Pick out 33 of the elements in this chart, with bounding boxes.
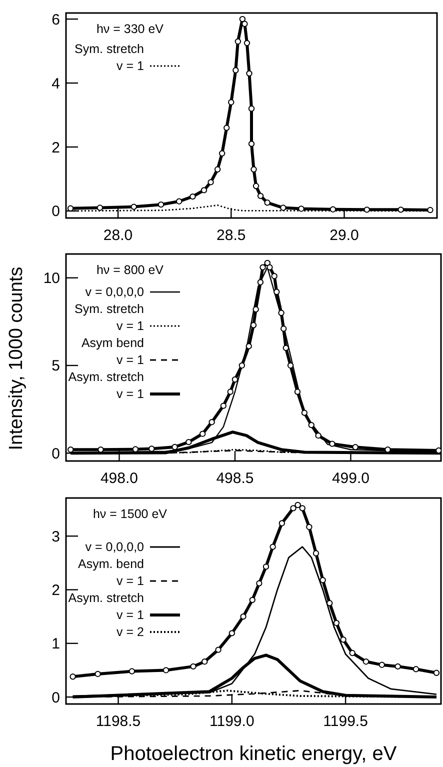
y-tick-label: 3 — [52, 528, 60, 546]
y-tick-label: 0 — [52, 689, 60, 706]
legend-label: v = 2 — [116, 625, 144, 639]
y-tick-label: 1 — [52, 636, 60, 653]
y-tick-label: 10 — [43, 270, 60, 288]
x-tick-label: 28.5 — [216, 227, 246, 244]
x-tick-label: 498.5 — [216, 470, 254, 487]
x-axis-title: Photoelectron kinetic energy, eV — [110, 743, 398, 765]
x-tick-label: 1199.0 — [210, 713, 254, 730]
y-tick-label: 5 — [52, 358, 60, 375]
annotation: hν = 800 eV — [96, 263, 164, 277]
x-tick-label: 499.0 — [332, 470, 370, 487]
legend-label: Asym bend v = 1 — [81, 336, 144, 367]
x-tick-label: 29.0 — [330, 227, 359, 244]
legend-label: Asym. bend v = 1 — [78, 557, 144, 588]
legend-label: v = 0,0,0,0 — [85, 540, 144, 554]
y-tick-label: 6 — [52, 11, 60, 28]
x-tick-label: 1198.5 — [96, 713, 141, 730]
annotation: hν = 330 eV — [96, 22, 164, 36]
x-tick-label: 28.0 — [103, 227, 133, 244]
legend-label: Sym. stretch v = 1 — [74, 302, 144, 333]
annotation: hν = 1500 eV — [92, 507, 168, 521]
y-tick-label: 2 — [52, 582, 60, 599]
x-tick-label: 498.0 — [100, 470, 138, 487]
legend-label: Sym. stretch v = 1 — [74, 42, 144, 73]
y-tick-label: 0 — [52, 445, 60, 462]
y-axis-title: Intensity, 1000 counts — [6, 266, 27, 450]
y-tick-label: 4 — [52, 75, 60, 92]
y-tick-label: 2 — [52, 139, 60, 156]
legend-label: Asym. stretch v = 1 — [68, 370, 144, 401]
legend-label: v = 0,0,0,0 — [85, 285, 144, 299]
y-tick-label: 0 — [52, 203, 60, 220]
x-tick-label: 1199.5 — [323, 713, 368, 730]
